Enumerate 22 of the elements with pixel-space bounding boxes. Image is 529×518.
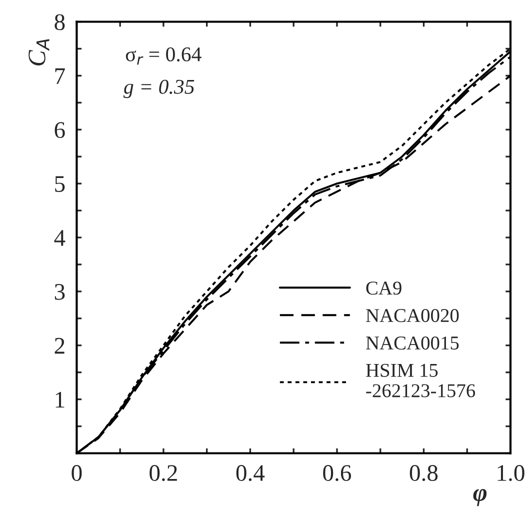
x-tick-label: 0.2 bbox=[150, 465, 177, 482]
x-tick-label: 0.8 bbox=[410, 465, 438, 482]
x-tick-label: 1.0 bbox=[498, 465, 524, 482]
legend-label: NACA0015 bbox=[366, 336, 459, 350]
legend-label: CA9 bbox=[366, 282, 402, 295]
y-tick-label: 2 bbox=[54, 338, 64, 354]
x-tick-label: 0 bbox=[72, 465, 82, 481]
y-tick-label: 4 bbox=[54, 230, 66, 246]
y-tick-label: 5 bbox=[55, 176, 65, 192]
y-axis-title: C$_{A}$ bbox=[28, 39, 50, 66]
x-tick-label: 0.6 bbox=[323, 465, 352, 482]
legend-label: HSIM 15 -262123-1576 bbox=[366, 364, 476, 398]
y-tick-label: 3 bbox=[54, 284, 65, 300]
x-tick-label: 0.4 bbox=[236, 465, 265, 482]
y-tick-label: 1 bbox=[56, 392, 64, 408]
x-axis-title: φ bbox=[473, 489, 487, 506]
legend-label: NACA0020 bbox=[366, 308, 459, 322]
y-tick-label: 6 bbox=[54, 122, 65, 138]
annotation: σ$_{r}$ = 0.64 bbox=[126, 47, 202, 65]
y-tick-label: 8 bbox=[54, 14, 65, 30]
annotation: g = 0.35 bbox=[123, 80, 194, 98]
y-tick-label: 7 bbox=[55, 68, 65, 84]
